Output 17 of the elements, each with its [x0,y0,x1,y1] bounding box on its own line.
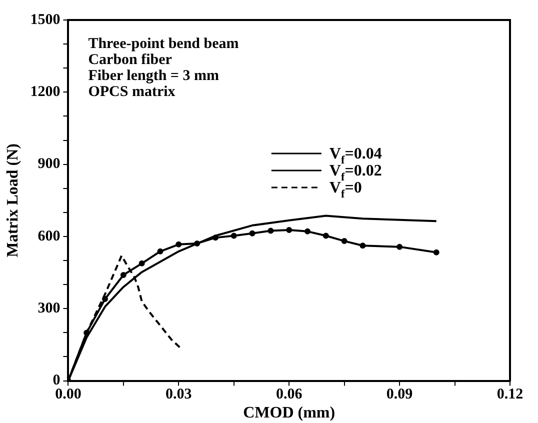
x-tick-label: 0.06 [276,386,303,403]
y-tick-label: 900 [38,156,60,172]
y-tick-label: 1500 [30,12,60,28]
annotation: Fiber length = 3 mm [88,68,220,84]
annotation: OPCS matrix [88,84,176,100]
x-tick-label: 0.12 [496,386,524,403]
y-tick-label: 300 [38,300,60,317]
x-tick-label: 0.03 [166,386,192,403]
x-tick-label: 0.09 [386,386,413,403]
y-axis-title: Matrix Load (N) [4,144,22,258]
y-tick-label: 0 [52,372,60,389]
x-axis-title: CMOD (mm) [243,404,336,422]
annotation: Carbon fiber [88,52,172,68]
y-tick-label: 600 [38,228,60,244]
y-tick-label: 1200 [30,84,60,100]
annotation: Three-point bend beam [88,36,240,52]
x-tick-label: 0.00 [55,386,82,403]
